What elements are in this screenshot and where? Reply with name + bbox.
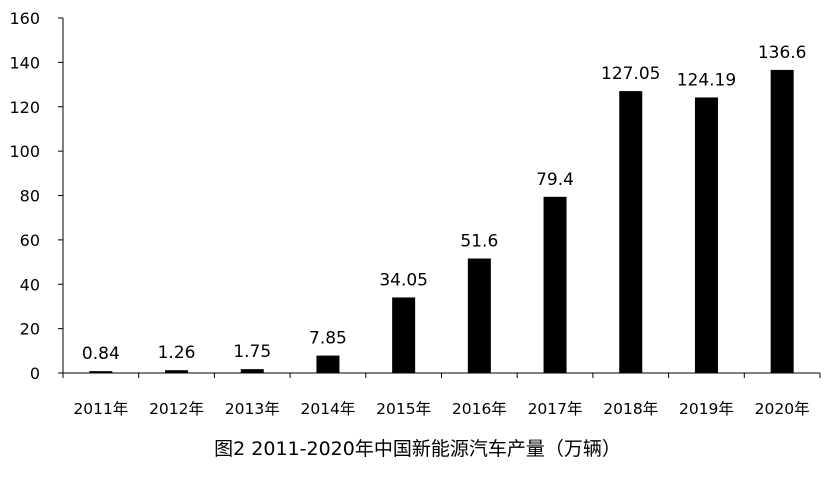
y-tick-label: 120 xyxy=(9,98,40,117)
data-label: 34.05 xyxy=(379,270,428,290)
x-tick-label: 2017年 xyxy=(528,400,583,418)
y-tick-label: 60 xyxy=(20,231,40,250)
bar xyxy=(770,69,794,373)
data-label: 136.6 xyxy=(758,43,807,63)
chart-caption: 图2 2011-2020年中国新能源汽车产量（万辆） xyxy=(214,438,621,460)
y-tick-label: 80 xyxy=(20,187,40,206)
data-label: 7.85 xyxy=(309,329,347,349)
x-tick-label: 2019年 xyxy=(679,400,734,418)
bar-chart: 0 20 40 60 80 100 120 140 160 0.84 2011年 1.26 2012年 1… xyxy=(9,9,821,418)
chart-bars xyxy=(89,69,794,374)
data-label: 1.26 xyxy=(158,343,196,363)
y-tick-label: 40 xyxy=(20,275,40,294)
bar xyxy=(240,369,264,373)
bar xyxy=(316,355,340,373)
x-tick-label: 2012年 xyxy=(149,400,204,418)
bar xyxy=(543,196,567,373)
bar xyxy=(89,371,113,373)
x-tick-label: 2018年 xyxy=(603,400,658,418)
data-label: 51.6 xyxy=(460,232,498,252)
data-label: 79.4 xyxy=(536,170,574,190)
x-tick-label: 2011年 xyxy=(73,400,128,418)
y-tick-label: 0 xyxy=(30,364,40,383)
y-tick-label: 160 xyxy=(9,9,40,28)
y-tick-label: 140 xyxy=(9,53,40,72)
x-tick-label: 2015年 xyxy=(376,400,431,418)
x-tick-label: 2020年 xyxy=(755,400,810,418)
y-tick-label: 100 xyxy=(9,142,40,161)
bar xyxy=(694,97,718,374)
data-label: 0.84 xyxy=(82,344,120,364)
chart-axes xyxy=(58,17,821,378)
data-label: 1.75 xyxy=(233,342,271,362)
bar xyxy=(619,91,643,373)
data-label: 124.19 xyxy=(677,70,736,90)
chart-labels: 0 20 40 60 80 100 120 140 160 0.84 2011年 1.26 2012年 1… xyxy=(9,9,809,418)
x-tick-label: 2016年 xyxy=(452,400,507,418)
bar xyxy=(165,370,189,373)
y-tick-label: 20 xyxy=(20,320,40,339)
bar xyxy=(467,258,491,373)
x-tick-label: 2014年 xyxy=(300,400,355,418)
bar xyxy=(392,297,416,373)
x-tick-label: 2013年 xyxy=(225,400,280,418)
data-label: 127.05 xyxy=(601,64,660,84)
